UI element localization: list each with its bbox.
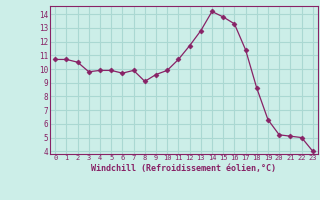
X-axis label: Windchill (Refroidissement éolien,°C): Windchill (Refroidissement éolien,°C) [92, 164, 276, 173]
